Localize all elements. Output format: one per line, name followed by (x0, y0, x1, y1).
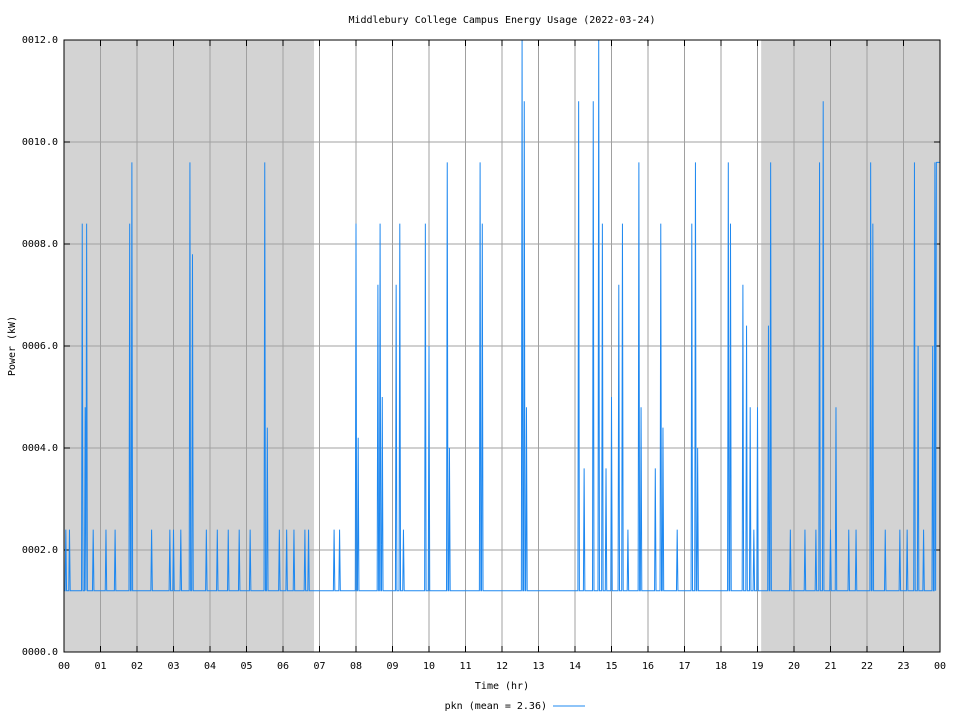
x-tick-label: 18 (715, 661, 727, 672)
x-tick-label: 04 (204, 661, 216, 672)
legend-label: pkn (mean = 2.36) (445, 701, 547, 712)
y-axis-label: Power (kW) (7, 316, 18, 376)
y-tick-label: 0000.0 (22, 647, 58, 658)
plot (64, 39, 940, 592)
x-tick-label: 16 (642, 661, 654, 672)
x-tick-label: 05 (240, 661, 252, 672)
x-tick-label: 03 (167, 661, 179, 672)
x-tick-label: 02 (131, 661, 143, 672)
x-tick-label: 15 (605, 661, 617, 672)
x-tick-label: 14 (569, 661, 581, 672)
series-line (64, 39, 940, 592)
legend: pkn (mean = 2.36) (445, 701, 585, 712)
y-tick-label: 0004.0 (22, 443, 58, 454)
x-tick-label: 10 (423, 661, 435, 672)
y-tick-label: 0012.0 (22, 35, 58, 46)
y-tick-label: 0002.0 (22, 545, 58, 556)
x-tick-label: 13 (532, 661, 544, 672)
x-tick-label: 09 (386, 661, 398, 672)
x-tick-label: 07 (313, 661, 325, 672)
x-tick-label: 23 (897, 661, 909, 672)
x-tick-label: 19 (751, 661, 763, 672)
x-tick-label: 11 (459, 661, 471, 672)
x-tick-label: 00 (58, 661, 70, 672)
y-tick-label: 0010.0 (22, 137, 58, 148)
x-tick-label: 21 (824, 661, 836, 672)
x-tick-label: 06 (277, 661, 289, 672)
x-tick-label: 20 (788, 661, 800, 672)
chart-title: Middlebury College Campus Energy Usage (… (348, 15, 655, 26)
x-tick-label: 12 (496, 661, 508, 672)
y-tick-label: 0006.0 (22, 341, 58, 352)
x-tick-label: 08 (350, 661, 362, 672)
x-tick-label: 01 (94, 661, 106, 672)
plot-frame (63, 39, 941, 653)
x-tick-label: 00 (934, 661, 946, 672)
x-axis-label: Time (hr) (475, 681, 529, 692)
x-tick-label: 22 (861, 661, 873, 672)
y-tick-label: 0008.0 (22, 239, 58, 250)
grid: 0000.00002.00004.00006.00008.00010.00012… (22, 35, 946, 672)
x-tick-label: 17 (678, 661, 690, 672)
